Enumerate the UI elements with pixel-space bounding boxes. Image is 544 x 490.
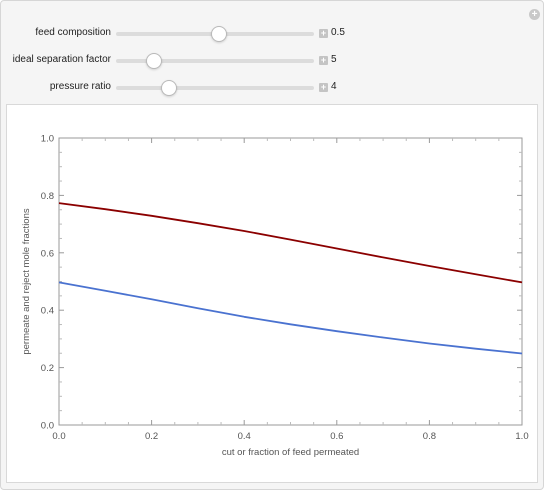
plus-icon[interactable]: + bbox=[319, 82, 328, 92]
series-line-1 bbox=[58, 202, 523, 284]
plus-icon[interactable]: + bbox=[319, 55, 328, 65]
y-tick-label: 0.0 bbox=[41, 421, 54, 432]
x-tick-label: 0.2 bbox=[145, 431, 158, 442]
slider-thumb[interactable] bbox=[210, 26, 227, 42]
x-tick-label: 0.4 bbox=[238, 431, 251, 442]
x-tick-label: 0.0 bbox=[52, 431, 65, 442]
plus-circle-icon[interactable]: + bbox=[529, 9, 540, 20]
plot-area: permeate and reject mole fractions cut o… bbox=[6, 104, 538, 483]
y-tick-label: 0.2 bbox=[41, 363, 54, 374]
slider-thumb[interactable] bbox=[161, 80, 178, 96]
control-label: feed composition bbox=[35, 27, 111, 38]
plot-frame-box bbox=[58, 137, 523, 426]
y-tick-label: 0.6 bbox=[41, 248, 54, 259]
series-line-2 bbox=[58, 281, 523, 355]
x-tick-label: 0.6 bbox=[330, 431, 343, 442]
control-feed-composition: feed composition + 0.5 bbox=[1, 24, 544, 44]
y-tick-label: 0.8 bbox=[41, 191, 54, 202]
line-chart: permeate and reject mole fractions cut o… bbox=[21, 134, 529, 459]
control-pressure-ratio: pressure ratio + 4 bbox=[1, 78, 544, 98]
control-label: ideal separation factor bbox=[12, 54, 111, 65]
control-label: pressure ratio bbox=[49, 81, 111, 92]
control-ideal-separation-factor: ideal separation factor + 5 bbox=[1, 51, 544, 71]
control-value: 0.5 bbox=[331, 27, 345, 38]
x-tick-label: 0.8 bbox=[423, 431, 436, 442]
y-tick-label: 0.4 bbox=[41, 306, 54, 317]
ideal-separation-factor-slider[interactable] bbox=[116, 59, 314, 63]
x-tick-label: 1.0 bbox=[515, 431, 528, 442]
control-value: 5 bbox=[331, 54, 337, 65]
plus-icon[interactable]: + bbox=[319, 28, 328, 38]
y-tick-label: 1.0 bbox=[41, 134, 54, 145]
control-value: 4 bbox=[331, 81, 337, 92]
slider-thumb[interactable] bbox=[145, 53, 162, 69]
y-axis-label: permeate and reject mole fractions bbox=[21, 208, 32, 355]
x-axis-label: cut or fraction of feed permeated bbox=[222, 447, 359, 458]
pressure-ratio-slider[interactable] bbox=[116, 86, 314, 90]
